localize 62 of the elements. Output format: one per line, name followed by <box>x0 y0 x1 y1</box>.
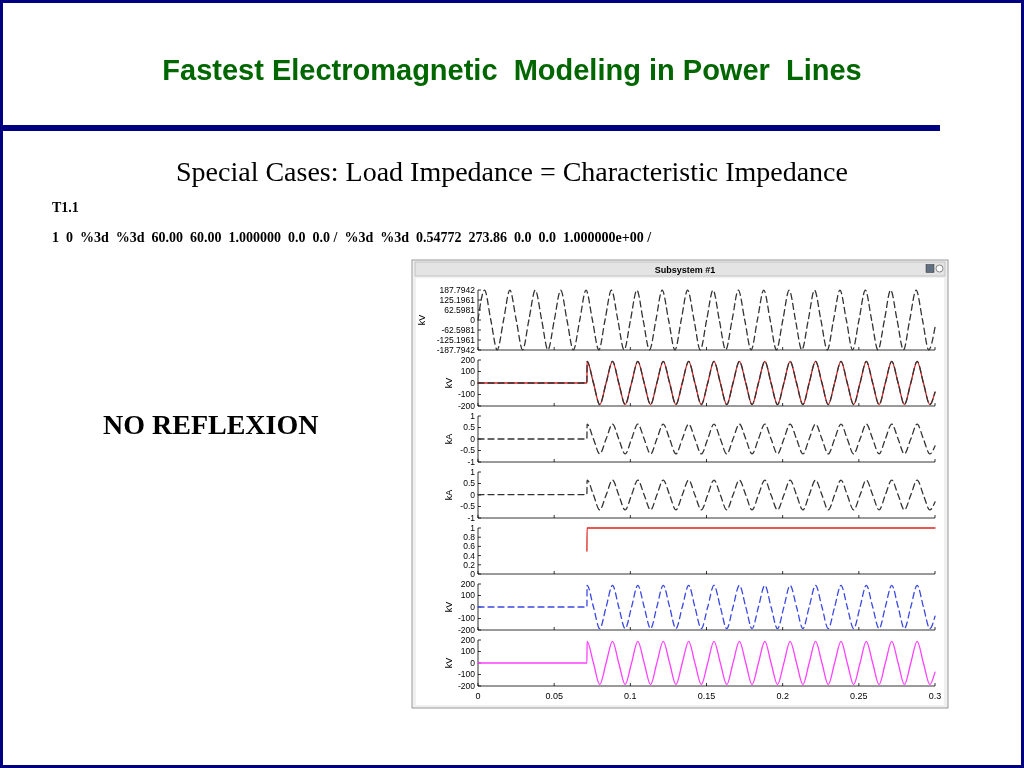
y-tick-label: 200 <box>460 634 476 645</box>
y-axis-title: kA <box>444 433 454 445</box>
y-tick-label: 0.2 <box>463 559 476 570</box>
text: NO REFLEXION <box>103 409 319 440</box>
y-tick-label: 187.7942 <box>439 284 476 295</box>
line-series <box>477 640 936 686</box>
y-tick-label: 0 <box>470 314 476 325</box>
y-tick-label: 0.6 <box>463 541 476 552</box>
y-tick-label: 1 <box>470 466 476 477</box>
y-tick-label: 100 <box>460 590 476 601</box>
x-tick-label: 0.25 <box>850 691 868 701</box>
x-tick-label: 0.05 <box>545 691 563 701</box>
x-tick-label: 0.15 <box>697 691 716 701</box>
y-tick-label: 0 <box>470 489 476 500</box>
y-tick-label: -200 <box>457 400 476 411</box>
text: T1.1 <box>52 200 79 215</box>
y-tick-label: -125.1961 <box>436 334 476 345</box>
x-tick-label: 0.3 <box>928 691 942 701</box>
line-series <box>477 479 936 511</box>
y-tick-label: 0.5 <box>463 478 476 489</box>
y-tick-label: 1 <box>470 410 476 421</box>
y-tick-label: -0.5 <box>460 445 476 456</box>
line-series <box>477 289 936 351</box>
chart-title: Fastest Electromagnetic Modeling in Power Lines <box>162 54 862 86</box>
y-tick-label: -100 <box>457 613 476 624</box>
y-axis-title: kV <box>444 657 454 669</box>
y-axis-title: kV <box>444 601 454 613</box>
text: Subsystem #1 <box>654 264 716 275</box>
y-tick-label: 0 <box>470 568 476 579</box>
y-tick-label: 0 <box>470 657 476 668</box>
y-tick-label: 125.1961 <box>439 294 476 305</box>
y-tick-label: 0 <box>470 433 476 444</box>
line-series <box>477 360 936 406</box>
chart-subtitle: Special Cases: Load Impedance = Characteristic Impedance <box>176 156 848 187</box>
x-tick-label: 0.2 <box>776 691 789 701</box>
y-axis-title: kV <box>417 314 427 326</box>
y-tick-label: -100 <box>457 669 476 680</box>
y-tick-label: 200 <box>460 578 476 589</box>
y-tick-label: 0 <box>470 377 476 388</box>
y-tick-label: -62.5981 <box>441 324 476 335</box>
line-series <box>477 423 936 455</box>
text: 1 0 %3d %3d 60.00 60.00 1.000000 0.0 0.0 / %3d %3d 0.54772 273.86 0.0 0.0 1.000000e+00 / <box>52 230 653 245</box>
x-tick-label: 0.1 <box>624 691 637 701</box>
y-tick-label: -100 <box>457 389 476 400</box>
y-tick-label: 62.5981 <box>444 304 476 315</box>
y-tick-label: 200 <box>460 354 476 365</box>
line-series <box>477 584 936 630</box>
y-tick-label: 0.8 <box>463 532 476 543</box>
y-tick-label: -200 <box>457 680 476 691</box>
y-tick-label: -0.5 <box>460 501 476 512</box>
y-tick-label: 0.5 <box>463 422 476 433</box>
y-tick-label: -200 <box>457 624 476 635</box>
y-tick-label: 0 <box>470 601 476 612</box>
y-tick-label: 100 <box>460 366 476 377</box>
y-tick-label: -1 <box>467 456 476 467</box>
y-tick-label: -187.7942 <box>436 344 476 355</box>
y-axis-title: kV <box>444 377 454 389</box>
y-tick-label: 100 <box>460 646 476 657</box>
y-tick-label: 0.4 <box>463 550 476 561</box>
y-tick-label: -1 <box>467 512 476 523</box>
y-tick-label: 1 <box>470 522 476 533</box>
y-axis-title: kA <box>444 489 454 501</box>
